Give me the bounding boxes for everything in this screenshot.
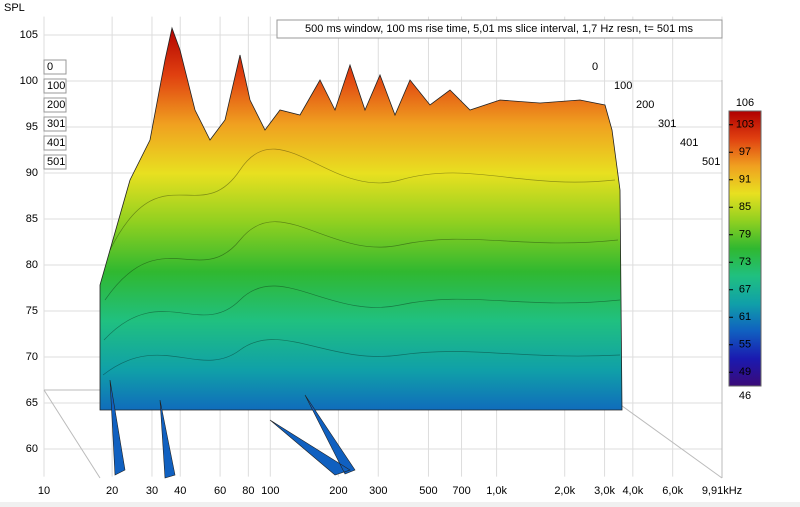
colorbar-tick-label: 55 [739,339,751,351]
x-tick-label: 500 [419,485,437,497]
slice-label: 501 [47,156,65,168]
contours [102,148,621,376]
slice-label-box [43,135,67,151]
y-tick-label: 75 [26,305,38,317]
colorbar-tick-label: 67 [739,284,751,296]
slice-label: 501 [702,156,720,168]
colorbar-max: 106 [736,97,754,109]
colorbar-tick-label: 73 [739,256,751,268]
x-tick-label: 3,0k [594,485,615,497]
colorbar-tick-label: 91 [739,174,751,186]
slice-label: 200 [636,99,654,111]
contour [103,285,621,341]
y-tick-label: 100 [20,75,38,87]
slice-label-box [43,116,67,132]
slice-label-box [43,78,67,94]
slice-label: 200 [47,99,65,111]
colorbar-tick-label: 103 [736,119,754,131]
contour [102,339,621,376]
y-tick-label: 65 [26,397,38,409]
x-tick-label: 1,0k [486,485,507,497]
x-tick-label: 20 [106,485,118,497]
y-tick-label: 70 [26,351,38,363]
x-tick-label: 2,0k [554,485,575,497]
annotation: 500 ms window, 100 ms rise time, 5,01 ms… [305,23,693,35]
slice-label: 0 [47,61,53,73]
colorbar-tick-label: 61 [739,311,751,323]
contour [104,221,619,301]
x-tick-label: 300 [369,485,387,497]
y-tick-label: 105 [20,29,38,41]
surface-tail [109,379,356,479]
y-tick-label: 95 [26,121,38,133]
x-tick-label: 100 [261,485,279,497]
slice-label: 100 [614,80,632,92]
surface-front [99,26,623,411]
slice-label: 401 [47,137,65,149]
slice-label-box [43,59,67,75]
slice-label: 301 [658,118,676,130]
x-tick-label: 60 [214,485,226,497]
colorbar [728,110,762,387]
x-tick-label: 80 [242,485,254,497]
x-tick-label: 200 [329,485,347,497]
annotation-box [276,19,723,39]
colorbar-tick-label: 97 [739,146,751,158]
slice-label: 301 [47,118,65,130]
x-tick-label: 30 [146,485,158,497]
x-tick-label: 10 [38,485,50,497]
x-tick-label: 6,0k [662,485,683,497]
x-tick-label: 700 [452,485,470,497]
y-axis-label: SPL [4,2,25,14]
slice-label-box [43,154,67,170]
y-tick-label: 80 [26,259,38,271]
x-tick-label: 4,0k [622,485,643,497]
frame [43,80,723,479]
slice-label-box [43,97,67,113]
y-tick-label: 90 [26,167,38,179]
colorbar-tick-label: 85 [739,201,751,213]
colorbar-tick-label: 79 [739,229,751,241]
x-tick-label: 9,91kHz [702,485,742,497]
colorbar-min: 46 [739,390,751,402]
slice-label: 401 [680,137,698,149]
y-tick-label: 60 [26,443,38,455]
x-tick-label: 40 [174,485,186,497]
slice-label: 100 [47,80,65,92]
colorbar-tick-label: 49 [739,366,751,378]
contour [109,148,616,251]
slice-label: 0 [592,61,598,73]
y-tick-label: 85 [26,213,38,225]
surface [99,26,623,479]
